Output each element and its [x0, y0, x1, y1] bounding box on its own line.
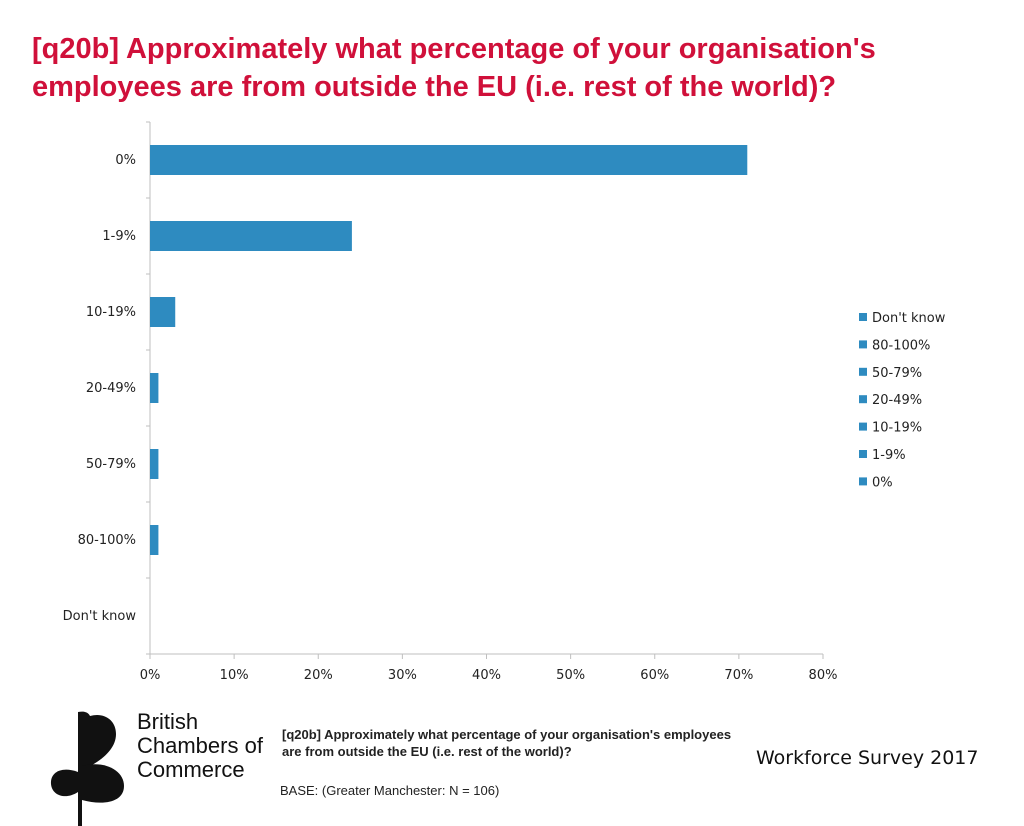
legend-swatch — [859, 477, 867, 486]
legend-label: 0% — [872, 475, 893, 490]
legend-swatch — [859, 367, 867, 376]
logo-line-3: Commerce — [137, 757, 245, 782]
bar-4 — [150, 373, 159, 403]
footer-question: [q20b] Approximately what percentage of … — [282, 727, 732, 759]
category-label: 20-49% — [86, 381, 136, 396]
x-tick-label: 70% — [724, 668, 753, 683]
page-title: [q20b] Approximately what percentage of … — [32, 33, 876, 103]
legend-label: 80-100% — [872, 338, 930, 353]
legend-swatch — [859, 313, 867, 321]
category-label: 0% — [115, 153, 136, 168]
category-label: 1-9% — [102, 229, 136, 244]
legend-label: Don't know — [872, 311, 946, 326]
legend-label: 50-79% — [872, 366, 922, 381]
x-tick-label: 20% — [304, 668, 333, 683]
bar-1 — [150, 145, 748, 175]
category-label: 10-19% — [86, 305, 136, 320]
bar-6 — [150, 525, 159, 555]
x-tick-label: 60% — [640, 668, 669, 683]
legend-swatch — [859, 340, 867, 349]
logo-line-2: Chambers of — [137, 733, 263, 758]
bcc-logo-icon — [50, 711, 124, 826]
survey-label: Workforce Survey 2017 — [756, 747, 979, 769]
category-label: Don't know — [63, 609, 137, 624]
base-note: BASE: (Greater Manchester: N = 106) — [280, 783, 500, 798]
logo-line-1: British — [137, 709, 199, 734]
category-label: 50-79% — [86, 457, 136, 472]
bar-5 — [150, 449, 159, 479]
bcc-logo-text: British Chambers of Commerce — [137, 710, 263, 782]
category-label: 80-100% — [78, 533, 136, 548]
x-tick-label: 50% — [556, 668, 585, 683]
legend-label: 1-9% — [872, 448, 906, 463]
x-tick-label: 80% — [809, 668, 838, 683]
x-tick-label: 0% — [140, 668, 161, 683]
x-tick-label: 30% — [388, 668, 417, 683]
legend-label: 10-19% — [872, 421, 922, 436]
legend-label: 20-49% — [872, 393, 922, 408]
bar-chart: 0% 1-9% 10-19% 20-49% 50-79% 80-100% Don't kno… — [63, 121, 946, 683]
bar-3 — [150, 297, 176, 327]
legend-swatch — [859, 450, 867, 458]
legend-swatch — [859, 422, 867, 431]
x-tick-label: 40% — [472, 668, 501, 683]
x-tick-label: 10% — [220, 668, 249, 683]
bar-2 — [150, 221, 352, 251]
legend-swatch — [859, 395, 867, 404]
